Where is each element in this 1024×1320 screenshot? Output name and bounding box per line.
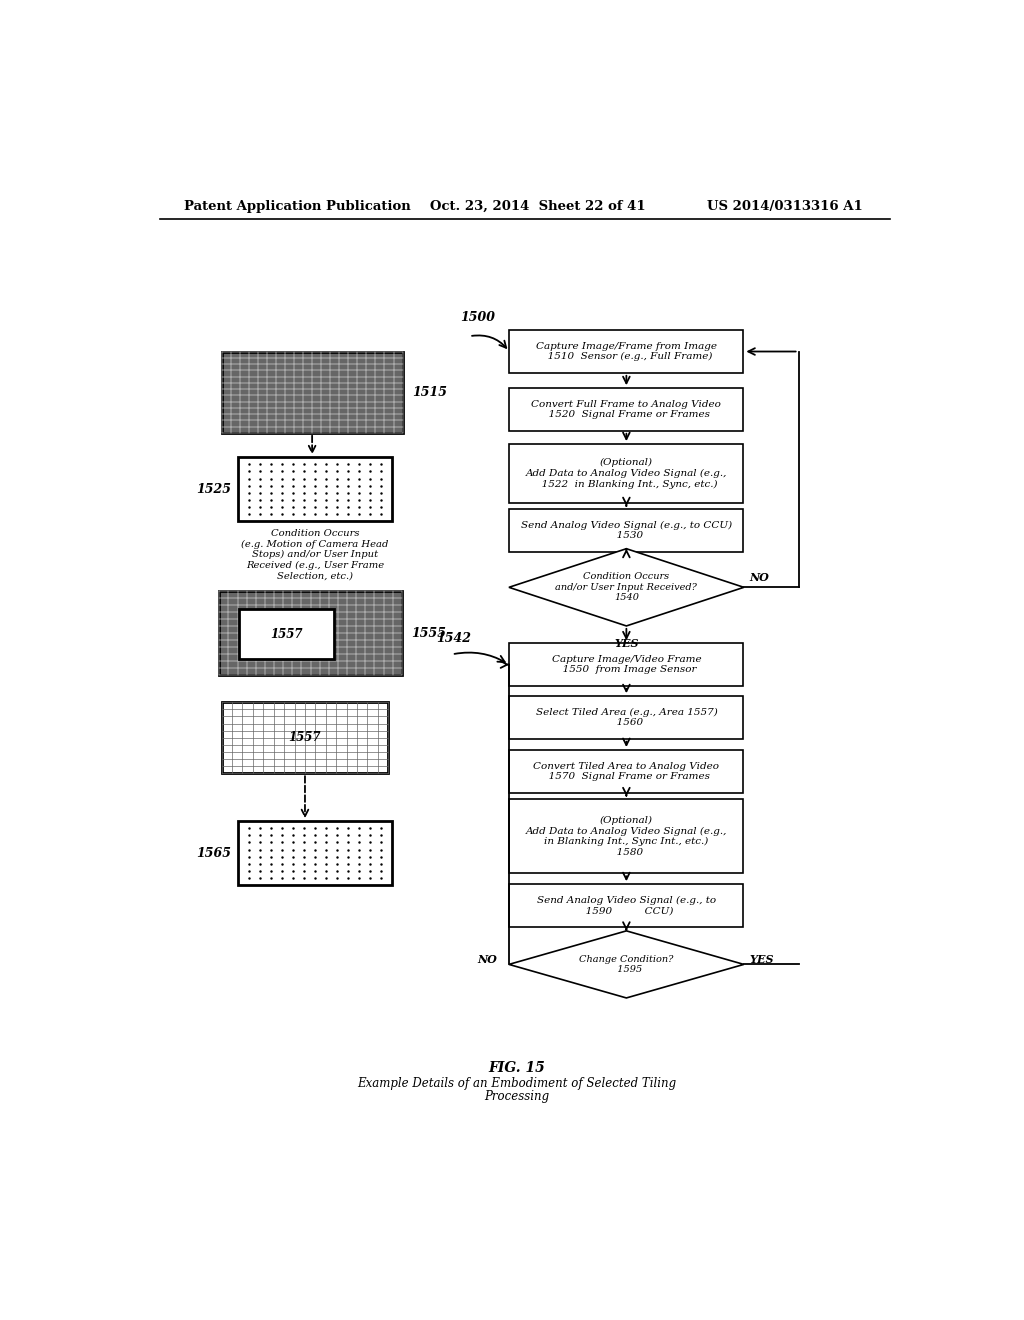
Bar (219, 591, 401, 675)
Bar (238, 821, 392, 886)
Text: NO: NO (477, 954, 497, 965)
Text: Capture Image/Frame from Image
 1510  Sensor (e.g., Full Frame): Capture Image/Frame from Image 1510 Sens… (536, 342, 717, 362)
Text: YES: YES (750, 954, 774, 965)
Text: (Optional)
Add Data to Analog Video Signal (e.g.,
in Blanking Int., Sync Int., e: (Optional) Add Data to Analog Video Sign… (525, 816, 727, 857)
Polygon shape (509, 549, 743, 626)
Text: Processing: Processing (484, 1090, 550, 1104)
FancyBboxPatch shape (509, 884, 743, 927)
Text: 1555: 1555 (412, 627, 446, 640)
Text: Send Analog Video Signal (e.g., to CCU)
 1530: Send Analog Video Signal (e.g., to CCU) … (521, 520, 732, 540)
Text: Condition Occurs
and/or User Input Received?
1540: Condition Occurs and/or User Input Recei… (555, 573, 697, 602)
Text: FIG. 15: FIG. 15 (488, 1061, 545, 1074)
Bar (221, 702, 388, 774)
Text: 1542: 1542 (436, 632, 471, 645)
FancyBboxPatch shape (509, 444, 743, 503)
Text: 1565: 1565 (197, 846, 231, 859)
Text: 1557: 1557 (289, 731, 322, 744)
Text: Send Analog Video Signal (e.g., to
 1590          CCU): Send Analog Video Signal (e.g., to 1590 … (537, 896, 716, 915)
FancyBboxPatch shape (509, 330, 743, 372)
FancyBboxPatch shape (509, 750, 743, 792)
FancyBboxPatch shape (509, 643, 743, 686)
Text: Oct. 23, 2014  Sheet 22 of 41: Oct. 23, 2014 Sheet 22 of 41 (430, 199, 645, 213)
FancyBboxPatch shape (509, 510, 743, 552)
Text: Convert Tiled Area to Analog Video
 1570  Signal Frame or Frames: Convert Tiled Area to Analog Video 1570 … (534, 762, 720, 781)
FancyBboxPatch shape (240, 609, 334, 660)
Text: Condition Occurs
(e.g. Motion of Camera Head
Stops) and/or User Input
Received (: Condition Occurs (e.g. Motion of Camera … (242, 529, 388, 581)
FancyBboxPatch shape (509, 799, 743, 874)
Bar (221, 351, 402, 433)
FancyBboxPatch shape (509, 696, 743, 739)
Text: US 2014/0313316 A1: US 2014/0313316 A1 (708, 199, 863, 213)
Text: 1515: 1515 (412, 385, 447, 399)
Polygon shape (509, 931, 743, 998)
Text: YES: YES (614, 638, 639, 649)
Text: NO: NO (750, 572, 769, 582)
Text: Patent Application Publication: Patent Application Publication (183, 199, 411, 213)
Text: Example Details of an Embodiment of Selected Tiling: Example Details of an Embodiment of Sele… (357, 1077, 677, 1090)
Text: 1557: 1557 (270, 627, 303, 640)
Text: 1500: 1500 (460, 312, 495, 323)
Text: Select Tiled Area (e.g., Area 1557)
 1560: Select Tiled Area (e.g., Area 1557) 1560 (536, 708, 717, 727)
Text: Capture Image/Video Frame
 1550  from Image Sensor: Capture Image/Video Frame 1550 from Imag… (552, 655, 701, 675)
FancyBboxPatch shape (509, 388, 743, 430)
Text: 1525: 1525 (197, 483, 231, 496)
Bar (238, 457, 392, 521)
Text: Change Condition?
 1595: Change Condition? 1595 (580, 954, 674, 974)
Text: Convert Full Frame to Analog Video
 1520  Signal Frame or Frames: Convert Full Frame to Analog Video 1520 … (531, 400, 721, 420)
Text: (Optional)
Add Data to Analog Video Signal (e.g.,
 1522  in Blanking Int., Sync,: (Optional) Add Data to Analog Video Sign… (525, 458, 727, 488)
